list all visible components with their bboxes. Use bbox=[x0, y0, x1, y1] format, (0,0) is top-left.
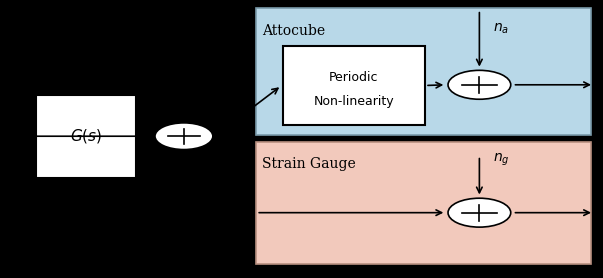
Text: Periodic: Periodic bbox=[329, 71, 379, 84]
Bar bbox=[283, 46, 425, 125]
Text: $n_a$: $n_a$ bbox=[493, 22, 510, 36]
Text: $n_g$: $n_g$ bbox=[493, 152, 510, 168]
Text: Strain Gauge: Strain Gauge bbox=[262, 157, 356, 171]
Bar bbox=[256, 142, 591, 264]
Text: $G(s)$: $G(s)$ bbox=[70, 127, 103, 145]
Circle shape bbox=[448, 70, 511, 99]
Text: Attocube: Attocube bbox=[262, 24, 326, 38]
Bar bbox=[36, 95, 136, 178]
Circle shape bbox=[448, 198, 511, 227]
Bar bbox=[256, 8, 591, 135]
Circle shape bbox=[155, 123, 213, 150]
Text: Non-linearity: Non-linearity bbox=[314, 95, 394, 108]
